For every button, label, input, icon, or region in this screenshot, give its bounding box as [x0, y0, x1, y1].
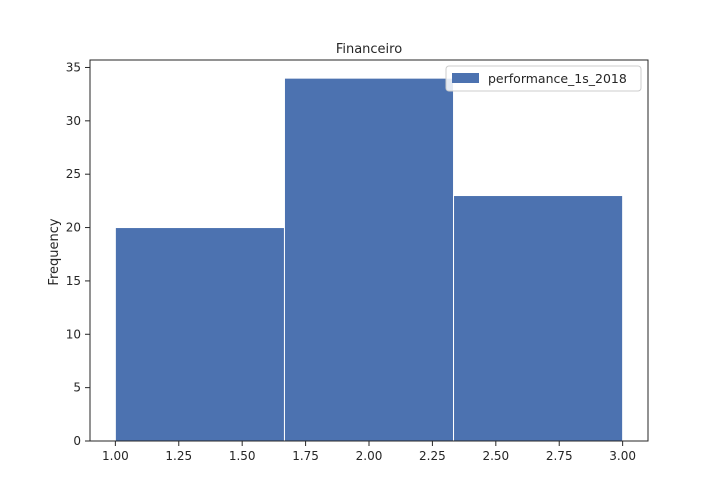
- chart-title: Financeiro: [336, 42, 402, 57]
- y-tick-label: 20: [66, 221, 81, 235]
- histogram-bar-3: [453, 195, 624, 442]
- y-tick-label: 5: [73, 381, 81, 395]
- y-tick-label: 25: [66, 167, 81, 181]
- x-tick-label: 2.50: [482, 449, 509, 463]
- legend-swatch: [452, 73, 479, 83]
- x-tick-label: 1.50: [229, 449, 256, 463]
- bars-group: [114, 77, 624, 442]
- x-tick-label: 2.75: [546, 449, 573, 463]
- x-tick-label: 2.25: [419, 449, 446, 463]
- histogram-bar-2: [283, 77, 455, 442]
- y-axis-label: Frequency: [47, 218, 62, 285]
- legend-label: performance_1s_2018: [488, 71, 627, 86]
- x-tick-label: 3.00: [609, 449, 636, 463]
- y-axis: 0 5 10 15 20 25 30 35: [66, 60, 90, 448]
- x-tick-label: 1.75: [292, 449, 319, 463]
- x-tick-label: 2.00: [356, 449, 383, 463]
- x-tick-label: 1.25: [165, 449, 192, 463]
- x-axis: 1.00 1.25 1.50 1.75 2.00 2.25 2.50 2.75 3.00: [102, 441, 636, 463]
- histogram-bar-1: [114, 227, 285, 442]
- y-tick-label: 30: [66, 114, 81, 128]
- y-tick-label: 10: [66, 327, 81, 341]
- y-tick-label: 35: [66, 60, 81, 74]
- legend: performance_1s_2018: [445, 65, 642, 92]
- x-tick-label: 1.00: [102, 449, 129, 463]
- y-tick-label: 0: [73, 434, 81, 448]
- legend-box: [445, 65, 642, 92]
- y-tick-label: 15: [66, 274, 81, 288]
